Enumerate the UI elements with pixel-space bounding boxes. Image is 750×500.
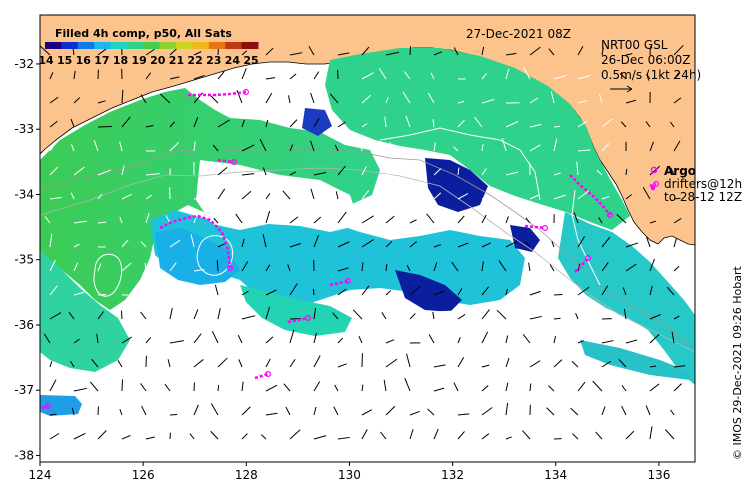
x-tick-label: 124	[29, 468, 52, 482]
current-arrow	[218, 385, 219, 391]
colorbar-swatch	[209, 42, 226, 49]
colorbar-tick-label: 23	[206, 54, 221, 67]
colorbar-swatch	[176, 42, 193, 49]
y-tick-label: -34	[14, 187, 34, 201]
x-tick-label: 132	[441, 468, 464, 482]
colorbar-tick-label: 14	[38, 54, 54, 67]
argo-label: Argo	[664, 164, 696, 178]
x-tick-label: 126	[132, 468, 155, 482]
colorbar-swatch	[127, 42, 144, 49]
colorbar-swatch	[61, 42, 78, 49]
colorbar-tick-label: 22	[187, 54, 202, 67]
colorbar-swatch	[160, 42, 177, 49]
argo-track-icon	[651, 186, 655, 190]
plot-area	[40, 15, 695, 462]
y-tick-label: -38	[14, 448, 34, 462]
colorbar-title: Filled 4h comp, p50, All Sats	[55, 27, 232, 40]
colorbar-tick-label: 21	[169, 54, 184, 67]
colorbar-tick-label: 20	[150, 54, 166, 67]
x-tick-label: 136	[647, 468, 670, 482]
y-tick-label: -36	[14, 318, 34, 332]
credit-text: © IMOS 29-Dec-2021 09:26 Hobart	[731, 265, 744, 460]
y-tick-label: -37	[14, 383, 34, 397]
y-tick-label: -35	[14, 253, 34, 267]
current-arrow	[313, 289, 314, 295]
current-arrow	[554, 126, 560, 127]
y-axis: -32 -33 -34 -35 -36 -37 -38	[14, 57, 40, 463]
x-tick-label: 134	[544, 468, 567, 482]
current-ref-line1: NRT00 GSL	[601, 38, 668, 52]
current-ref-line2: 26-Dec 06:00Z	[601, 53, 690, 67]
colorbar-tick-label: 19	[132, 54, 147, 67]
argo-legend: Argo drifters@12h to 28-12 12Z	[651, 164, 742, 204]
x-tick-label: 130	[338, 468, 361, 482]
colorbar-swatch	[143, 42, 160, 49]
current-arrow	[98, 294, 106, 295]
sst-patch-south-strip	[40, 395, 82, 416]
colorbar-tick-label: 18	[113, 54, 128, 67]
colorbar-tick-label: 24	[225, 54, 241, 67]
colorbar-tick-label: 25	[243, 54, 258, 67]
colorbar-tick-label: 17	[94, 54, 109, 67]
colorbar-swatch	[225, 42, 242, 49]
colorbar-swatch	[94, 42, 111, 49]
colorbar-tick-label: 15	[57, 54, 72, 67]
date-label: 27-Dec-2021 08Z	[466, 27, 571, 41]
current-ref-line3: 0.5m/s (1kt 24h)	[601, 68, 701, 82]
colorbar-swatch	[78, 42, 95, 49]
colorbar-swatch	[192, 42, 209, 49]
argo-line2: drifters@12h	[664, 177, 742, 191]
colorbar-swatch	[111, 42, 128, 49]
current-arrow	[410, 46, 411, 55]
argo-line3: to 28-12 12Z	[664, 190, 742, 204]
colorbar-tick-label: 16	[76, 54, 92, 67]
colorbar-swatch	[45, 42, 62, 49]
x-axis: 124 126 128 130 132 134 136	[29, 462, 671, 482]
x-tick-label: 128	[235, 468, 258, 482]
current-arrow	[170, 414, 177, 415]
colorbar-swatch	[242, 42, 259, 49]
y-tick-label: -32	[14, 57, 34, 71]
current-arrow	[121, 311, 122, 319]
colorbar-swatches	[45, 42, 259, 49]
y-tick-label: -33	[14, 122, 34, 136]
